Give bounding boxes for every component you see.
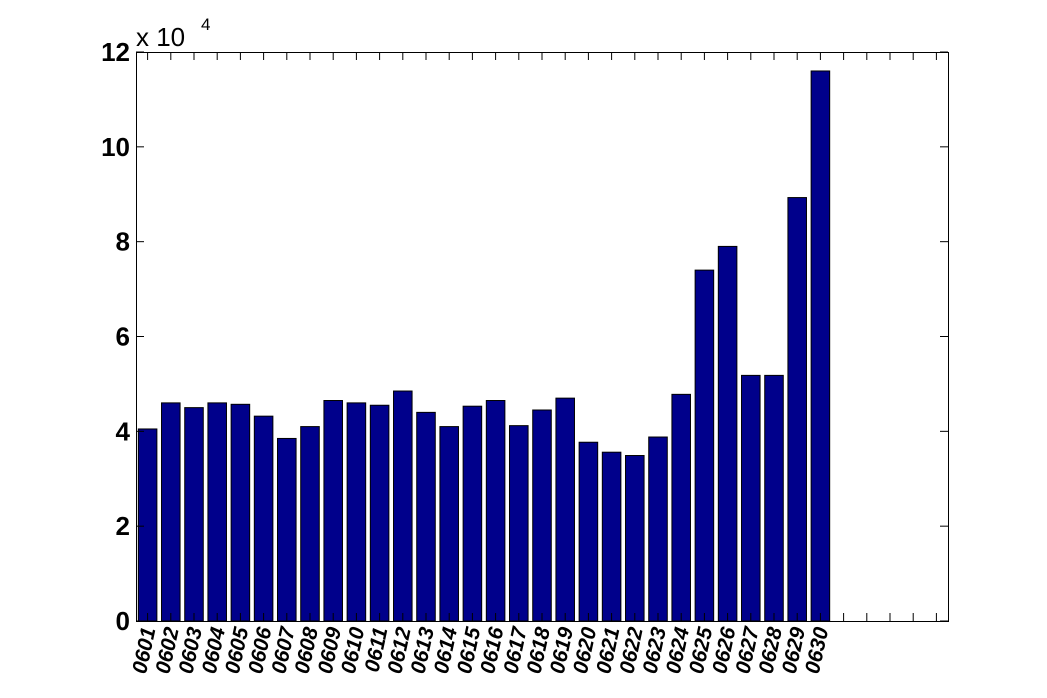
- bar-0617: [509, 425, 529, 622]
- y-tick-label: 0: [116, 606, 130, 636]
- bar-0626: [717, 245, 738, 622]
- bar-0610: [346, 402, 367, 622]
- bar-0630: [810, 70, 831, 622]
- y-tick-label: 10: [101, 132, 130, 162]
- bar-0619: [555, 397, 575, 622]
- bar-0602: [161, 402, 181, 622]
- bar-0603: [184, 407, 204, 622]
- axis-ticks: [136, 51, 948, 622]
- bar-0605: [230, 403, 251, 622]
- y-multiplier-exponent: 4: [201, 15, 210, 34]
- bar-0625: [694, 269, 715, 622]
- bar-0628: [764, 374, 784, 622]
- y-tick-labels: 0 2 4 6 8 10 12: [101, 37, 130, 636]
- bar-0616: [485, 400, 506, 622]
- y-tick-label: 6: [116, 322, 130, 352]
- bar-0622: [625, 455, 645, 622]
- x-tick-labels: 0601060206030604060506060607060806090610…: [128, 624, 833, 676]
- bars-group: [137, 70, 831, 622]
- bar-0618: [532, 409, 552, 622]
- bar-0611: [369, 404, 390, 622]
- bar-0620: [578, 441, 599, 622]
- y-tick-label: 8: [116, 227, 130, 257]
- bar-0601: [137, 428, 158, 622]
- bar-0607: [277, 437, 297, 622]
- y-tick-label: 2: [116, 511, 130, 541]
- bar-0608: [300, 426, 320, 622]
- bar-0629: [787, 197, 807, 622]
- bar-0606: [253, 415, 274, 622]
- bar-0604: [207, 402, 227, 622]
- y-multiplier-base: x 10: [136, 22, 185, 52]
- bar-0614: [439, 426, 459, 622]
- bar-0627: [741, 374, 761, 622]
- bar-0621: [601, 451, 622, 622]
- y-tick-label: 12: [101, 37, 130, 67]
- bar-0612: [393, 390, 413, 622]
- plot-frame: [136, 52, 949, 622]
- bar-0613: [416, 411, 436, 622]
- bar-0624: [671, 393, 691, 622]
- bar-0623: [648, 436, 668, 622]
- y-tick-label: 4: [116, 416, 131, 446]
- bar-0609: [323, 400, 343, 622]
- bar-0615: [462, 405, 483, 622]
